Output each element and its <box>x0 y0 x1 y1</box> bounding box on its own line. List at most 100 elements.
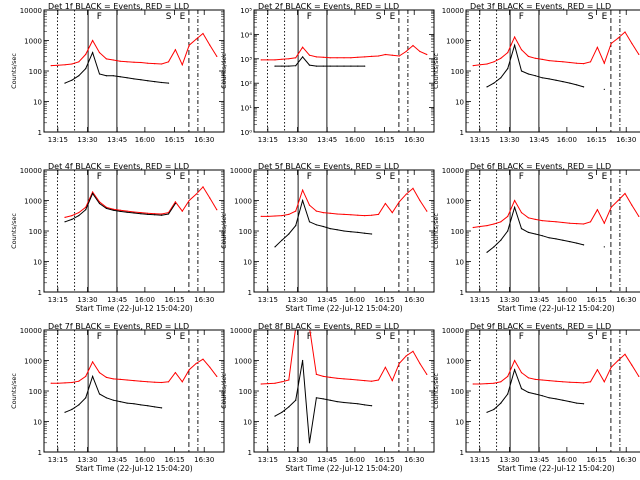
x-tick-label: 16:00 <box>135 296 155 304</box>
x-tick-label: 13:15 <box>48 136 68 144</box>
panel-det-5: Det 5f BLACK = Events, RED = LLD 10000 100… <box>220 162 435 313</box>
marker-label-S: S <box>166 332 172 342</box>
x-axis-label: Start Time (22-Jul-12 15:04:20) <box>497 464 614 473</box>
x-tick-label: 13:45 <box>317 456 337 464</box>
y-tick-label: 10 <box>455 419 464 427</box>
y-tick-label: 10⁴ <box>240 31 252 39</box>
events-series-line <box>486 205 584 253</box>
y-tick-label: 100 <box>239 388 252 396</box>
y-axis-label: Counts/sec <box>432 213 440 249</box>
x-tick-label: 13:15 <box>258 136 278 144</box>
marker-label-S: S <box>588 332 594 342</box>
panel-title: Det 7f BLACK = Events, RED = LLD <box>48 322 189 331</box>
y-tick-label: 10000 <box>20 7 42 15</box>
panel-title: Det 3f BLACK = Events, RED = LLD <box>470 2 611 11</box>
x-tick-label: 16:00 <box>557 136 577 144</box>
x-tick-label: 13:30 <box>287 296 307 304</box>
panel-title: Det 9f BLACK = Events, RED = LLD <box>470 322 611 331</box>
y-axis-label: Counts/sec <box>10 213 18 249</box>
y-axis-label: Counts/sec <box>432 373 440 409</box>
marker-label-S: S <box>588 12 594 22</box>
y-tick-label: 10³ <box>240 56 252 64</box>
x-tick-label: 13:45 <box>107 456 127 464</box>
y-axis-label: Counts/sec <box>10 53 18 89</box>
y-tick-label: 1000 <box>234 358 252 366</box>
x-tick-label: 16:00 <box>135 456 155 464</box>
events-series-line <box>274 198 372 248</box>
y-axis-label: Counts/sec <box>432 53 440 89</box>
x-tick-label: 13:30 <box>499 136 519 144</box>
marker-label-S: S <box>376 172 382 182</box>
panel-det-4: Det 4f BLACK = Events, RED = LLD 10000 100… <box>10 162 225 313</box>
lld-series-line <box>261 44 427 61</box>
marker-label-S: S <box>588 172 594 182</box>
x-axis-label: Start Time (22-Jul-12 15:04:20) <box>75 304 192 313</box>
plot-frame <box>253 329 435 453</box>
x-tick-label: 16:30 <box>404 296 424 304</box>
y-tick-label: 10 <box>33 259 42 267</box>
y-tick-label: 1000 <box>24 358 42 366</box>
plot-frame <box>465 169 640 293</box>
lld-series-line <box>261 187 428 217</box>
x-tick-label: 16:00 <box>345 136 365 144</box>
x-tick-label: 16:30 <box>194 136 214 144</box>
y-tick-label: 10000 <box>20 167 42 175</box>
y-tick-label: 1 <box>248 289 252 297</box>
y-axis-label: Counts/sec <box>220 373 228 409</box>
marker-label-S: S <box>376 12 382 22</box>
y-tick-label: 10000 <box>442 167 464 175</box>
x-tick-label: 13:45 <box>529 136 549 144</box>
events-series-line <box>64 374 162 413</box>
x-tick-label: 13:15 <box>48 296 68 304</box>
marker-label-E: E <box>390 332 396 342</box>
x-tick-label: 16:30 <box>404 136 424 144</box>
x-tick-label: 16:00 <box>135 136 155 144</box>
panel-title: Det 6f BLACK = Events, RED = LLD <box>470 162 611 171</box>
y-tick-label: 10¹ <box>240 105 252 113</box>
y-tick-label: 100 <box>29 68 42 76</box>
x-tick-label: 16:15 <box>586 296 606 304</box>
y-tick-label: 100 <box>29 228 42 236</box>
x-tick-label: 13:15 <box>258 296 278 304</box>
y-tick-label: 10000 <box>442 327 464 335</box>
x-tick-label: 13:45 <box>317 136 337 144</box>
y-tick-label: 1000 <box>446 198 464 206</box>
x-tick-label: 13:15 <box>470 136 490 144</box>
marker-label-S: S <box>376 332 382 342</box>
panel-title: Det 2f BLACK = Events, RED = LLD <box>258 2 399 11</box>
x-tick-label: 16:30 <box>616 136 636 144</box>
x-tick-label: 13:45 <box>529 296 549 304</box>
y-tick-label: 10 <box>455 259 464 267</box>
x-tick-label: 13:45 <box>317 296 337 304</box>
marker-label-F: F <box>307 172 312 182</box>
x-tick-label: 13:15 <box>470 296 490 304</box>
x-tick-label: 13:30 <box>77 136 97 144</box>
plot-frame <box>43 329 225 453</box>
x-tick-label: 16:15 <box>164 136 184 144</box>
marker-label-F: F <box>307 12 312 22</box>
panel-det-7: Det 7f BLACK = Events, RED = LLD 10000 100… <box>10 322 225 473</box>
x-axis-label: Start Time (22-Jul-12 15:04:20) <box>497 304 614 313</box>
y-tick-label: 1 <box>460 129 464 137</box>
x-tick-label: 16:15 <box>374 456 394 464</box>
y-tick-label: 10 <box>243 259 252 267</box>
events-point <box>603 246 605 248</box>
y-tick-label: 10 <box>243 419 252 427</box>
x-tick-label: 13:15 <box>470 456 490 464</box>
marker-label-E: E <box>180 12 186 22</box>
y-tick-label: 10000 <box>230 327 252 335</box>
events-series-line <box>64 51 169 84</box>
y-tick-label: 10 <box>33 99 42 107</box>
x-tick-label: 16:30 <box>194 296 214 304</box>
plot-frame <box>465 9 640 133</box>
panel-title: Det 1f BLACK = Events, RED = LLD <box>48 2 189 11</box>
y-tick-label: 100 <box>451 68 464 76</box>
y-tick-label: 10⁰ <box>240 129 252 137</box>
x-tick-label: 16:15 <box>164 456 184 464</box>
x-tick-label: 13:15 <box>258 456 278 464</box>
y-tick-label: 1 <box>38 129 42 137</box>
panel-det-1: Det 1f BLACK = Events, RED = LLD 10000 100… <box>10 2 225 144</box>
events-series-line <box>275 56 365 67</box>
y-tick-label: 1000 <box>24 198 42 206</box>
